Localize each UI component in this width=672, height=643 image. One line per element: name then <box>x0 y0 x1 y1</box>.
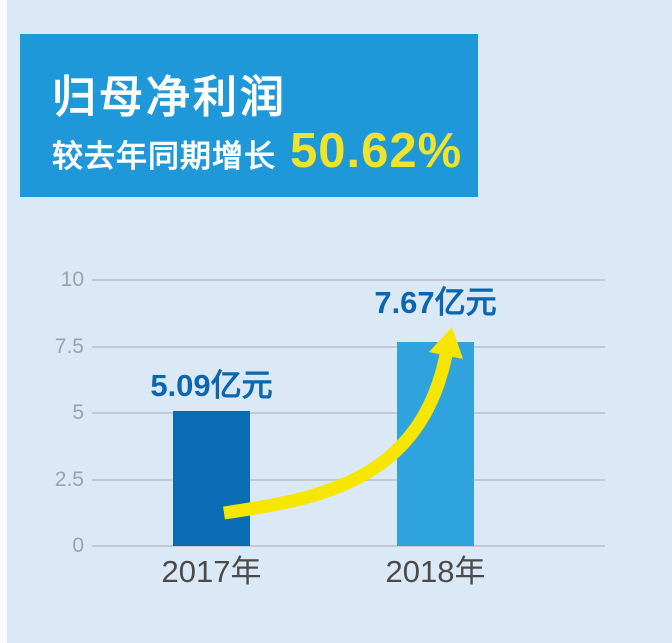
chart-title: 归母净利润 <box>52 73 287 122</box>
bar-2018年 <box>397 341 474 546</box>
y-axis-tick-label: 0 <box>72 534 84 557</box>
page-left-edge <box>0 0 7 643</box>
x-axis-label: 2017年 <box>161 554 262 589</box>
x-axis-label: 2018年 <box>385 554 486 589</box>
bar-value-label: 7.67亿元 <box>374 284 497 320</box>
gridline <box>92 279 605 281</box>
bar-2017年 <box>173 410 250 546</box>
y-axis-tick-label: 10 <box>60 268 84 291</box>
chart-subtitle: 较去年同期增长 50.62% <box>52 122 462 180</box>
gridline <box>92 412 605 414</box>
gridline <box>92 345 605 348</box>
subtitle-text: 较去年同期增长 <box>52 139 276 174</box>
header-card: 归母净利润 较去年同期增长 50.62% <box>20 34 478 197</box>
y-axis-tick-label: 7.5 <box>54 334 84 358</box>
growth-percentage: 50.62% <box>290 124 463 178</box>
gridline <box>92 478 605 481</box>
y-axis-tick-label: 2.5 <box>54 467 84 491</box>
bar-value-label: 5.09亿元 <box>150 367 273 403</box>
gridline <box>92 545 605 547</box>
y-axis-tick-label: 5 <box>72 401 84 424</box>
